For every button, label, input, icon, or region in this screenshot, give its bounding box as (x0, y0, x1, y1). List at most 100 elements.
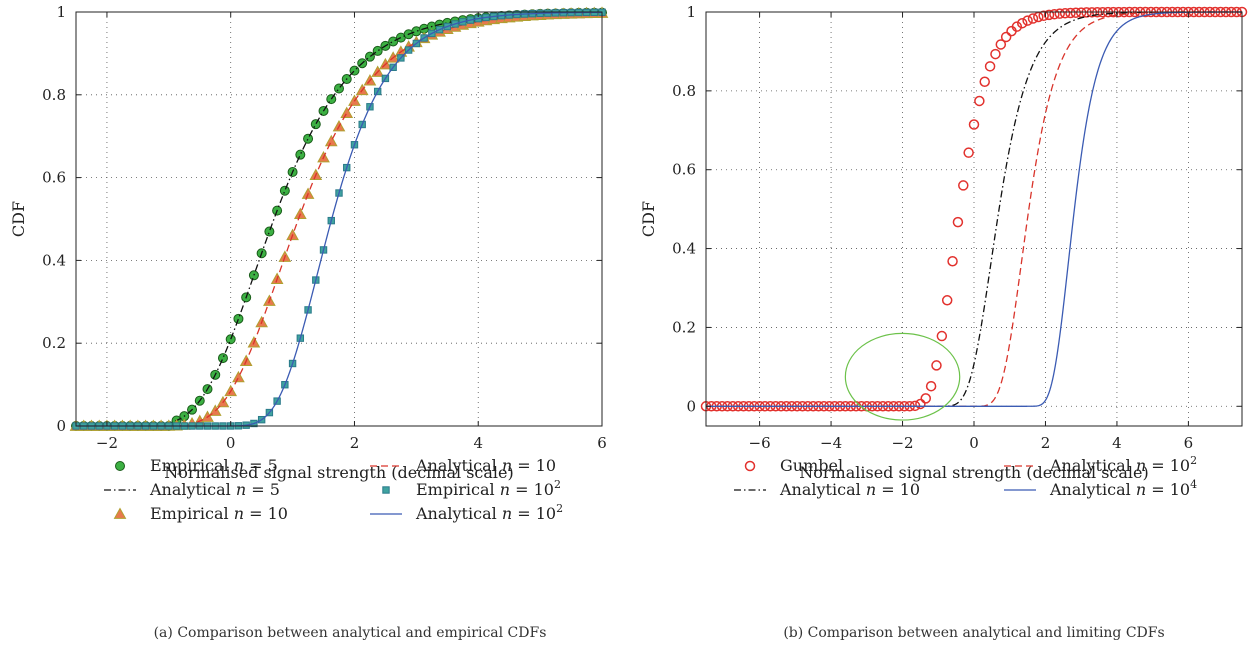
legend-item: Empirical n = 102 (382, 478, 561, 499)
y-tick-label: 0.2 (42, 334, 66, 352)
legend-eq: = 5 (246, 480, 280, 499)
y-tick-label: 0.4 (42, 251, 66, 269)
legend-n: n (234, 456, 244, 475)
legend-label: Analytical n = 104 (1049, 478, 1197, 499)
legend-eq: = 10 (876, 480, 920, 499)
legend-item: Empirical n = 5 (115, 456, 278, 475)
data-point (293, 207, 307, 219)
legend-sup: 4 (1190, 478, 1197, 491)
legend-label: Analytical n = 10 (779, 480, 920, 499)
y-tick-label: 1 (686, 3, 696, 21)
legend-sup: 2 (554, 478, 561, 491)
series-5 (72, 8, 606, 430)
data-point (1038, 10, 1049, 22)
data-point (920, 393, 932, 404)
legend-label: Analytical n = 5 (149, 480, 280, 499)
y-tick-label: 0.6 (672, 161, 696, 179)
series-3 (69, 6, 609, 431)
legend-marker (113, 507, 127, 519)
grid (706, 11, 1242, 426)
y-axis-label: CDF (9, 201, 28, 237)
data-point (279, 185, 290, 196)
data-point (1054, 8, 1066, 19)
y-tick-label: 0.8 (42, 86, 66, 104)
data-point (925, 380, 937, 392)
legend-label: Analytical n = 102 (415, 502, 563, 523)
x-tick-label: 4 (1112, 434, 1122, 452)
chart-panel-b: −6 −4 −2 0 2 4 6 0 0.2 0.4 0.6 0.8 1 Normalised signa… (639, 3, 1248, 641)
legend-label: Analytical n = 10 (415, 456, 556, 475)
x-tick-label: −2 (891, 434, 913, 452)
legend-eq: = 10 (1146, 480, 1190, 499)
data-point (915, 398, 926, 410)
series-line (76, 12, 603, 427)
y-tick-label: 0 (56, 417, 66, 435)
axis-ticks: −6 −4 −2 0 2 4 6 0 0.2 0.4 0.6 0.8 1 (672, 3, 1242, 452)
data-point (326, 94, 337, 105)
y-axis-label: CDF (639, 201, 658, 237)
data-point (995, 39, 1007, 50)
data-point (340, 106, 354, 119)
data-point (968, 119, 980, 130)
legend-n: n (502, 504, 512, 523)
legend-text: Analytical (1049, 480, 1136, 499)
grid (76, 11, 603, 427)
data-point (324, 134, 338, 147)
legend-text: Empirical (150, 504, 234, 523)
annotation-ellipse (844, 332, 961, 421)
legend-n: n (866, 480, 876, 499)
series-4 (706, 11, 1242, 407)
data-point (225, 334, 236, 345)
data-point (1043, 9, 1055, 21)
legend-item: Analytical n = 102 (370, 502, 563, 523)
legend-item: Analytical n = 5 (104, 480, 280, 499)
legend-marker (115, 461, 125, 471)
series-line (76, 11, 603, 427)
legend-label: Empirical n = 5 (150, 456, 278, 475)
data-point (1059, 8, 1071, 19)
data-point (310, 119, 321, 130)
data-point (232, 370, 245, 383)
chart-panel-a: −2 0 2 4 6 0 0.2 0.4 0.6 0.8 1 Normalised signal st… (9, 3, 609, 641)
x-tick-label: 2 (350, 434, 360, 452)
legend-eq: = 10 (512, 456, 556, 475)
x-tick-label: −6 (749, 434, 771, 452)
data-point (1011, 21, 1023, 32)
data-point (217, 353, 228, 364)
data-point (990, 48, 1001, 60)
legend-item: Analytical n = 102 (1004, 454, 1197, 475)
data-point (233, 313, 244, 324)
legend-n: n (1136, 456, 1146, 475)
legend-item: Empirical n = 10 (113, 504, 288, 523)
y-tick-label: 0.8 (672, 82, 696, 100)
legend-marker (744, 460, 756, 472)
legend-n: n (500, 480, 510, 499)
series-4 (76, 12, 603, 427)
legend-eq: = 10 (510, 480, 554, 499)
data-point (947, 255, 958, 267)
legend-item: Gumbel (744, 456, 843, 475)
data-point (1022, 15, 1033, 26)
x-axis-label: Normalised signal strength (decimal scal… (799, 463, 1148, 482)
legend-item: Analytical n = 10 (370, 456, 556, 475)
data-point (1000, 31, 1012, 43)
data-point (1049, 8, 1060, 20)
legend-label: Empirical n = 10 (150, 504, 288, 523)
x-tick-label: 6 (1184, 434, 1194, 452)
legend-text: Analytical (1049, 456, 1136, 475)
series-6 (76, 11, 603, 427)
data-point (984, 61, 996, 72)
plot-area (69, 6, 609, 431)
legend-label: Empirical n = 102 (416, 478, 561, 499)
series-2 (76, 11, 603, 427)
legend-eq: = 10 (512, 504, 556, 523)
legend-sup: 2 (1190, 454, 1197, 467)
data-point (303, 133, 314, 144)
legend-text: Analytical (415, 456, 502, 475)
y-tick-label: 0.2 (672, 318, 696, 336)
legend-label: Gumbel (780, 456, 843, 475)
data-point (1075, 7, 1087, 18)
